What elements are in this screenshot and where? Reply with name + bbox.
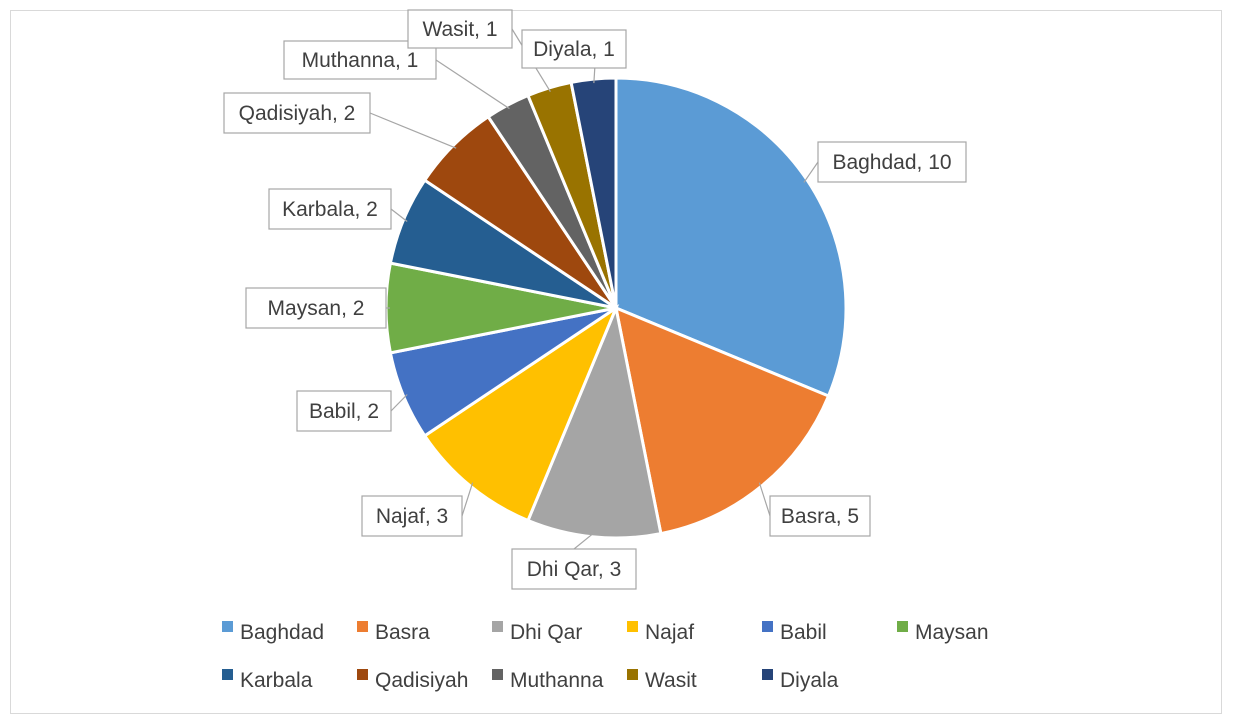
legend-swatch — [357, 621, 368, 632]
data-label-box — [511, 548, 637, 590]
leader-line — [803, 161, 819, 183]
leader-line — [390, 394, 408, 412]
legend-label: Diyala — [780, 669, 839, 692]
data-label: Qadisiyah, 2 — [239, 102, 356, 125]
leader-line — [593, 67, 596, 84]
pie-slice-baghdad — [614, 76, 848, 398]
legend-swatch — [627, 621, 638, 632]
pie-slice-diyala — [569, 76, 618, 309]
data-label: Wasit, 1 — [422, 18, 497, 41]
legend-label: Najaf — [645, 621, 694, 644]
legend-label: Qadisiyah — [375, 669, 468, 692]
legend-swatch — [762, 669, 773, 680]
legend-swatch — [357, 669, 368, 680]
data-label-box — [223, 92, 371, 134]
leader-line — [573, 532, 595, 550]
data-label-box — [268, 188, 392, 230]
legend-label: Maysan — [915, 621, 989, 644]
data-label-box — [245, 287, 387, 329]
legend-label: Babil — [780, 621, 827, 644]
pie-slice-basra — [613, 305, 831, 536]
data-label: Muthanna, 1 — [302, 49, 419, 72]
legend-swatch — [627, 669, 638, 680]
leader-line — [390, 208, 408, 222]
data-label: Najaf, 3 — [376, 505, 448, 528]
data-label-box — [407, 9, 513, 49]
data-label: Dhi Qar, 3 — [527, 558, 622, 581]
data-label: Basra, 5 — [781, 505, 859, 528]
data-label-box — [361, 495, 463, 537]
data-label: Babil, 2 — [309, 400, 379, 423]
legend-label: Wasit — [645, 669, 697, 692]
leader-line — [435, 59, 510, 110]
legend-label: Basra — [375, 621, 430, 644]
legend-label: Baghdad — [240, 621, 324, 644]
data-label: Baghdad, 10 — [832, 151, 951, 174]
data-label: Karbala, 2 — [282, 198, 378, 221]
leader-line — [461, 482, 474, 517]
data-label-box — [769, 495, 871, 537]
data-label: Diyala, 1 — [533, 38, 615, 61]
pie-slice-najaf — [422, 304, 620, 523]
pie-slice-dhi-qar — [526, 302, 663, 540]
data-label-box — [817, 141, 967, 183]
data-label: Maysan, 2 — [268, 297, 365, 320]
legend-swatch — [762, 621, 773, 632]
legend-label: Dhi Qar — [510, 621, 582, 644]
legend-swatch — [222, 669, 233, 680]
legend-label: Karbala — [240, 669, 313, 692]
legend-swatch — [492, 669, 503, 680]
legend-swatch — [222, 621, 233, 632]
leader-line — [758, 482, 771, 517]
legend-swatch — [897, 621, 908, 632]
leader-line — [369, 112, 457, 149]
data-label-box — [296, 390, 392, 432]
data-label-box — [521, 29, 627, 69]
legend-swatch — [492, 621, 503, 632]
legend-label: Muthanna — [510, 669, 604, 692]
